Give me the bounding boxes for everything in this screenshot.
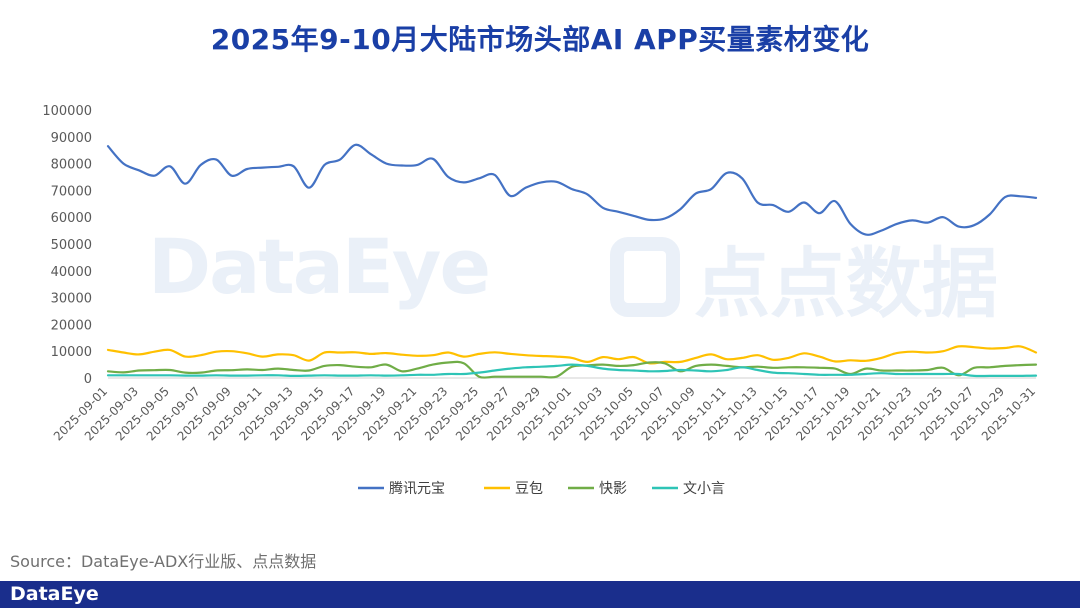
line-chart: 0 10000 20000 30000 40000 50000 60000 70000 8000…: [42, 104, 1038, 497]
chart-title: 2025年9-10月大陆市场头部AI APP买量素材变化: [210, 23, 870, 56]
y-tick-label: 0: [84, 372, 92, 387]
y-tick-label: 70000: [51, 184, 92, 199]
footer-bar: DataEye: [0, 581, 1080, 608]
series-line-0: [106, 143, 1038, 236]
series-line-1: [106, 345, 1038, 365]
y-tick-label: 90000: [51, 131, 92, 146]
y-tick-label: 80000: [51, 158, 92, 173]
watermark-diandian: 点点数据: [610, 222, 998, 332]
legend-label-0: 腾讯元宝: [389, 480, 445, 497]
watermark-logo-icon: [610, 237, 680, 317]
watermark-diandian-text: 点点数据: [694, 239, 998, 328]
y-tick-label: 10000: [51, 345, 92, 360]
series-line-3: [106, 363, 1038, 378]
y-tick-label: 20000: [51, 318, 92, 333]
series-line-2: [106, 360, 1038, 379]
watermark-dataeye: DataEye: [148, 222, 491, 311]
legend-label-2: 快影: [599, 481, 627, 497]
y-tick-label: 50000: [51, 238, 92, 253]
source-note: Source：DataEye-ADX行业版、点点数据: [10, 552, 317, 571]
y-tick-label: 100000: [42, 104, 92, 119]
y-tick-label: 40000: [51, 265, 92, 280]
legend-label-3: 文小言: [683, 481, 725, 497]
y-tick-label: 30000: [51, 292, 92, 307]
y-tick-label: 60000: [51, 211, 92, 226]
footer-logo: DataEye: [10, 583, 99, 605]
legend-label-1: 豆包: [515, 481, 543, 497]
